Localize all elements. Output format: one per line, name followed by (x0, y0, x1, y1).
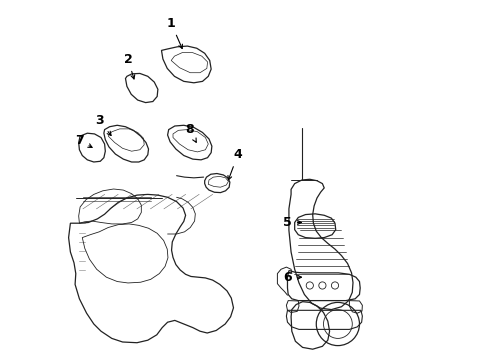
Text: 4: 4 (228, 148, 242, 180)
Text: 6: 6 (283, 271, 301, 284)
Text: 8: 8 (185, 123, 196, 142)
Text: 3: 3 (95, 114, 111, 135)
Text: 5: 5 (283, 216, 301, 229)
Text: 7: 7 (75, 134, 92, 148)
Text: 1: 1 (167, 17, 182, 49)
Text: 2: 2 (123, 53, 135, 79)
